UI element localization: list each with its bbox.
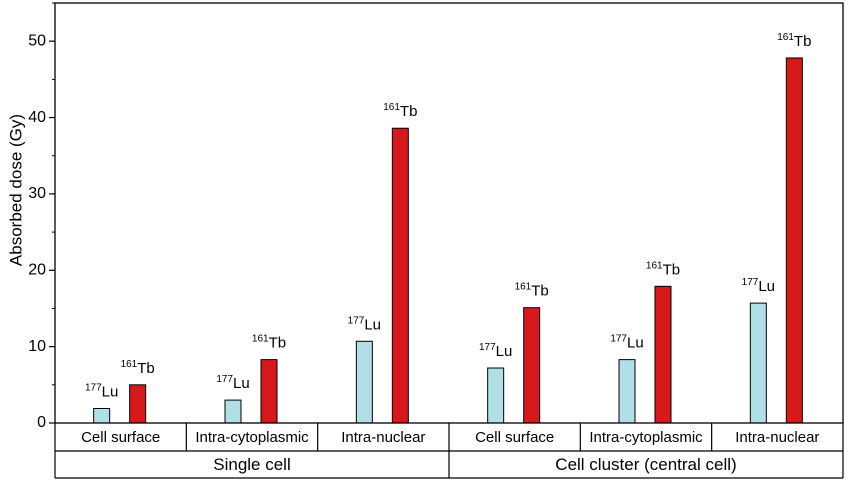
- category-label: Intra-nuclear: [735, 429, 819, 446]
- bar: [224, 399, 242, 424]
- isotope-symbol: Lu: [364, 316, 381, 333]
- bar: [523, 307, 541, 424]
- isotope-mass: 177: [610, 334, 627, 345]
- isotope-mass: 177: [216, 374, 233, 385]
- isotope-mass: 161: [646, 260, 663, 271]
- bar: [129, 384, 147, 424]
- bar: [618, 359, 636, 424]
- isotope-mass: 177: [742, 277, 759, 288]
- y-tick-label: 50: [28, 32, 46, 49]
- isotope-mass: 177: [479, 342, 496, 353]
- category-label: Intra-cytoplasmic: [195, 429, 309, 446]
- bar: [749, 302, 767, 424]
- bar: [487, 367, 505, 424]
- bar: [391, 127, 409, 424]
- category-label: Cell surface: [475, 429, 554, 446]
- y-axis-title: Absorbed dose (Gy): [6, 114, 25, 266]
- isotope-symbol: Lu: [627, 335, 644, 352]
- bar: [260, 359, 278, 424]
- bar-label: 177Lu: [479, 342, 512, 360]
- category-label: Intra-nuclear: [341, 429, 425, 446]
- isotope-symbol: Lu: [102, 383, 119, 400]
- bar-label: 161Tb: [646, 260, 680, 278]
- isotope-mass: 161: [121, 359, 138, 370]
- category-label: Intra-cytoplasmic: [589, 429, 703, 446]
- bar: [355, 340, 373, 424]
- bar-label: 177Lu: [610, 334, 643, 352]
- isotope-symbol: Lu: [496, 343, 513, 360]
- bars-layer: [93, 57, 803, 424]
- group-label: Single cell: [213, 455, 291, 474]
- axis-layer: [49, 2, 844, 479]
- bar-label: 161Tb: [121, 359, 155, 377]
- isotope-mass: 161: [252, 334, 269, 345]
- bar-label: 161Tb: [515, 282, 549, 300]
- isotope-symbol: Tb: [400, 103, 418, 120]
- isotope-symbol: Tb: [137, 360, 155, 377]
- y-tick-label: 20: [28, 261, 46, 278]
- bar-label: 161Tb: [777, 32, 811, 50]
- isotope-mass: 161: [515, 282, 532, 293]
- bar: [93, 407, 111, 424]
- bar-label: 177Lu: [216, 374, 249, 392]
- y-tick-label: 40: [28, 109, 46, 126]
- isotope-symbol: Tb: [794, 33, 812, 50]
- isotope-mass: 161: [777, 32, 794, 43]
- y-tick-label: 0: [37, 414, 46, 431]
- isotope-symbol: Lu: [233, 375, 250, 392]
- bar-label: 177Lu: [348, 315, 381, 333]
- bar-label: 177Lu: [742, 277, 775, 295]
- bar: [785, 57, 803, 424]
- bar: [654, 285, 672, 424]
- isotope-symbol: Tb: [531, 283, 549, 300]
- y-tick-label: 10: [28, 338, 46, 355]
- category-label: Cell surface: [81, 429, 160, 446]
- bar-label: 161Tb: [252, 334, 286, 352]
- isotope-symbol: Lu: [758, 278, 775, 295]
- bar-label: 177Lu: [85, 382, 118, 400]
- y-tick-label: 30: [28, 185, 46, 202]
- group-label: Cell cluster (central cell): [555, 455, 736, 474]
- isotope-symbol: Tb: [269, 335, 287, 352]
- isotope-symbol: Tb: [663, 261, 681, 278]
- isotope-mass: 177: [85, 382, 102, 393]
- bar-label: 161Tb: [383, 102, 417, 120]
- isotope-mass: 161: [383, 102, 400, 113]
- plot-frame: [54, 2, 844, 424]
- isotope-mass: 177: [348, 315, 365, 326]
